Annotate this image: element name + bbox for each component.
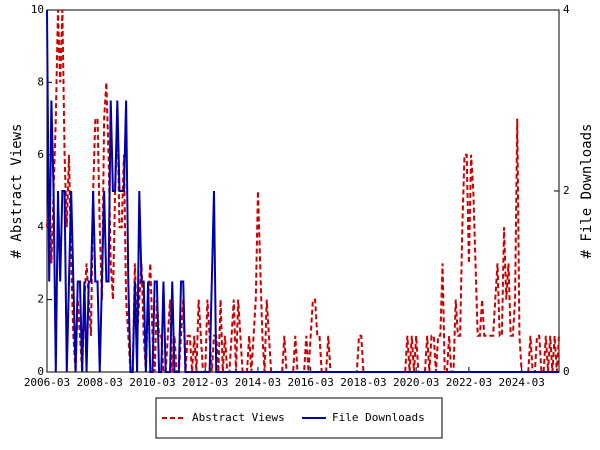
series-line (46, 9, 559, 373)
y2-tick-label: 0 (563, 365, 570, 378)
y2-axis-title: # File Downloads (579, 124, 595, 259)
x-tick-label: 2020-03 (393, 376, 439, 389)
y2-tick-label: 4 (563, 3, 570, 16)
y-tick-label: 10 (31, 3, 44, 16)
y-axis-title: # Abstract Views (9, 124, 25, 259)
y-tick-label: 6 (37, 148, 44, 161)
y-tick-label: 0 (37, 365, 44, 378)
legend-label: Abstract Views (192, 411, 285, 424)
y-tick-label: 4 (37, 220, 44, 233)
x-tick-label: 2018-03 (340, 376, 386, 389)
y-tick-label: 2 (37, 293, 44, 306)
x-tick-label: 2008-03 (77, 376, 123, 389)
x-tick-label: 2024-03 (498, 376, 544, 389)
x-tick-label: 2022-03 (446, 376, 492, 389)
legend-box (155, 397, 443, 439)
x-tick-label: 2016-03 (288, 376, 334, 389)
x-tick-label: 2006-03 (24, 376, 70, 389)
x-tick-label: 2014-03 (235, 376, 281, 389)
x-tick-label: 2010-03 (129, 376, 175, 389)
y-tick-label: 8 (37, 75, 44, 88)
x-tick-label: 2012-03 (182, 376, 228, 389)
y2-tick-label: 2 (563, 184, 570, 197)
legend-label: File Downloads (332, 411, 425, 424)
